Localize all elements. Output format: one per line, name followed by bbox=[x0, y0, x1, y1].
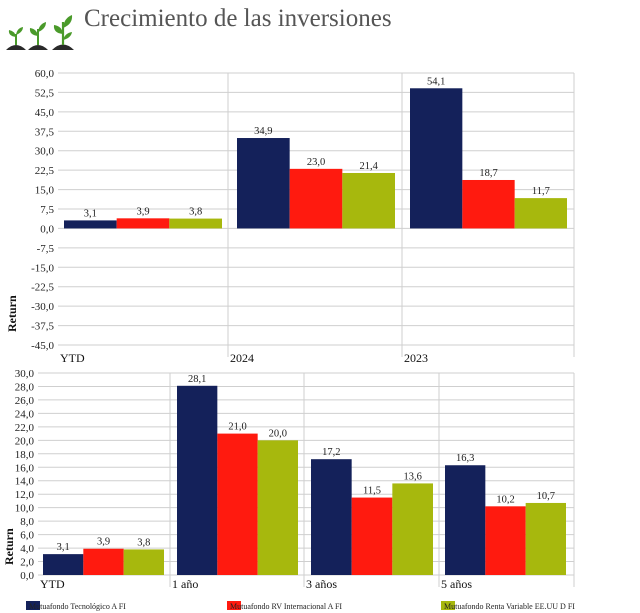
data-label: 21,4 bbox=[359, 161, 378, 172]
data-label: 3,8 bbox=[137, 537, 150, 548]
bar bbox=[64, 220, 117, 229]
y-tick-label: 4,0 bbox=[20, 543, 34, 555]
y-tick-label: -22,5 bbox=[31, 282, 54, 294]
y-tick-label: 0,0 bbox=[20, 570, 34, 582]
data-label: 23,0 bbox=[307, 157, 325, 168]
y-tick-label: 14,0 bbox=[15, 476, 35, 488]
data-label: 54,1 bbox=[427, 76, 445, 87]
seedling-middle-icon bbox=[28, 22, 48, 50]
y-tick-label: 60,0 bbox=[35, 68, 55, 80]
category-label: 3 años bbox=[306, 577, 337, 591]
y-tick-label: 8,0 bbox=[20, 516, 34, 528]
bar bbox=[410, 88, 463, 229]
data-label: 17,2 bbox=[322, 447, 340, 458]
data-label: 11,7 bbox=[532, 186, 550, 197]
data-label: 3,9 bbox=[97, 537, 110, 548]
bar bbox=[342, 172, 395, 229]
y-tick-label: 7,5 bbox=[40, 204, 54, 216]
legend-label: Mutuafondo Tecnológico A FI bbox=[29, 602, 126, 611]
y-tick-label: 30,0 bbox=[15, 368, 35, 380]
data-label: 10,2 bbox=[496, 494, 514, 505]
y-tick-label: -30,0 bbox=[31, 301, 54, 313]
data-label: 21,0 bbox=[228, 422, 246, 433]
seedling-right-icon bbox=[52, 15, 74, 50]
y-tick-label: 2,0 bbox=[20, 557, 34, 569]
data-label: 18,7 bbox=[479, 168, 497, 179]
bar bbox=[257, 440, 298, 575]
legend-swatch bbox=[227, 601, 241, 610]
y-tick-label: 28,0 bbox=[15, 381, 35, 393]
bar bbox=[116, 218, 170, 229]
legend-label: Mutuafondo Renta Variable EE.UU D FI bbox=[444, 602, 575, 611]
data-label: 11,5 bbox=[363, 486, 381, 497]
bar bbox=[311, 459, 352, 575]
y-tick-label: 30,0 bbox=[35, 146, 55, 158]
category-label: 2024 bbox=[230, 351, 254, 365]
data-label: 3,1 bbox=[84, 208, 97, 219]
y-axis-label: Return bbox=[5, 295, 19, 332]
category-label: 1 año bbox=[172, 577, 198, 591]
bar bbox=[177, 385, 218, 575]
y-tick-label: -7,5 bbox=[37, 243, 55, 255]
y-tick-label: 10,0 bbox=[15, 503, 35, 515]
legend-swatch bbox=[26, 601, 40, 610]
bar bbox=[169, 218, 222, 229]
page-title: Crecimiento de las inversiones bbox=[84, 5, 392, 32]
bar bbox=[525, 502, 566, 575]
data-label: 28,1 bbox=[188, 374, 206, 385]
y-tick-label: 6,0 bbox=[20, 530, 34, 542]
y-tick-label: -45,0 bbox=[31, 340, 54, 352]
bar bbox=[237, 138, 290, 229]
bar bbox=[514, 198, 567, 229]
data-label: 10,7 bbox=[537, 491, 555, 502]
bar bbox=[217, 433, 258, 575]
y-tick-label: 22,0 bbox=[15, 422, 35, 434]
bar bbox=[485, 506, 526, 575]
data-label: 3,8 bbox=[189, 207, 202, 218]
bar bbox=[289, 168, 343, 229]
legend-label: Mutuafondo RV Internacional A FI bbox=[230, 602, 342, 611]
seedling-left-icon bbox=[6, 27, 26, 50]
y-tick-label: 37,5 bbox=[35, 126, 55, 138]
y-axis-label: Return bbox=[2, 528, 16, 565]
bar bbox=[462, 179, 515, 229]
bar bbox=[392, 483, 433, 575]
bar bbox=[123, 549, 164, 575]
top-bar-chart: -45,0 -37,5 -30,0 -22,5 -15,0 -7,5 0,0 7,5 15,0 2… bbox=[5, 68, 575, 365]
data-label: 3,1 bbox=[57, 542, 70, 553]
category-label: YTD bbox=[60, 351, 85, 365]
y-tick-label: 22,5 bbox=[35, 165, 55, 177]
bar bbox=[445, 465, 486, 575]
y-tick-label: 20,0 bbox=[15, 435, 35, 447]
bar bbox=[43, 554, 84, 575]
bar bbox=[83, 548, 124, 575]
y-tick-label: 18,0 bbox=[15, 449, 35, 461]
y-tick-label: -15,0 bbox=[31, 262, 54, 274]
data-label: 16,3 bbox=[456, 453, 474, 464]
data-label: 13,6 bbox=[403, 471, 421, 482]
y-tick-label: 0,0 bbox=[40, 223, 54, 235]
category-label: YTD bbox=[40, 577, 65, 591]
seedlings-icon bbox=[6, 15, 74, 50]
category-label: 5 años bbox=[441, 577, 472, 591]
y-tick-label: 15,0 bbox=[35, 185, 55, 197]
chart-legend: Mutuafondo Tecnológico A FI Mutuafondo RV… bbox=[26, 601, 575, 611]
y-tick-label: 26,0 bbox=[15, 395, 35, 407]
legend-swatch bbox=[441, 601, 455, 610]
y-tick-label: 16,0 bbox=[15, 462, 35, 474]
y-tick-label: 12,0 bbox=[15, 489, 35, 501]
y-tick-label: 52,5 bbox=[35, 87, 55, 99]
bar bbox=[351, 497, 393, 575]
data-label: 34,9 bbox=[254, 126, 272, 137]
y-tick-label: -37,5 bbox=[31, 321, 54, 333]
data-label: 20,0 bbox=[269, 428, 287, 439]
y-tick-label: 45,0 bbox=[35, 107, 55, 119]
category-label: 2023 bbox=[404, 351, 428, 365]
data-label: 3,9 bbox=[136, 206, 149, 217]
y-tick-label: 24,0 bbox=[15, 408, 35, 420]
bottom-bar-chart: 0,02,04,06,08,010,012,014,016,018,020,02… bbox=[2, 368, 575, 591]
